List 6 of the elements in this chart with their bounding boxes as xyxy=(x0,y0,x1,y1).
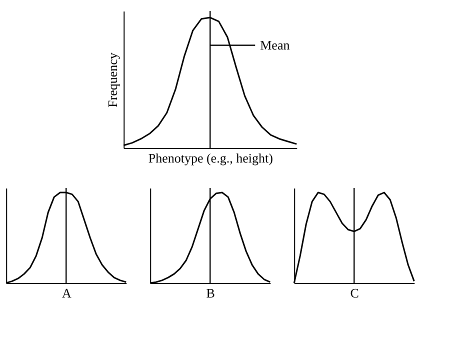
x-axis-title: Phenotype (e.g., height) xyxy=(148,150,273,166)
annotation: Mean xyxy=(260,37,290,52)
y-axis-title: Frequency xyxy=(105,52,120,108)
x-axis-title: C xyxy=(350,286,359,300)
x-axis-title: B xyxy=(206,286,216,300)
x-axis-title: A xyxy=(62,286,72,300)
